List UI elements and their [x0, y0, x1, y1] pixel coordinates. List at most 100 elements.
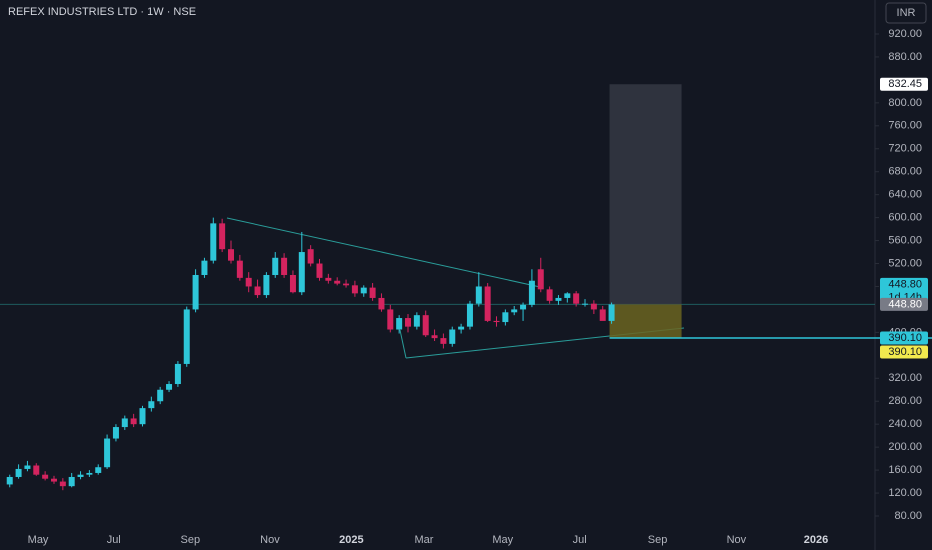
price-label: 390.10 — [888, 346, 922, 358]
candle-body — [555, 297, 562, 301]
candle-body — [95, 467, 102, 473]
x-tick-label: Mar — [414, 534, 433, 546]
candle-body — [405, 318, 412, 327]
candle-body — [431, 335, 438, 339]
candle-body — [396, 318, 403, 330]
candle-body — [422, 315, 429, 336]
candle-body — [564, 293, 571, 298]
candle-body — [104, 438, 111, 468]
candle-body — [351, 285, 358, 294]
candle-body — [334, 280, 341, 284]
candle-body — [254, 286, 261, 296]
candle-body — [77, 474, 84, 477]
candle-body — [166, 384, 173, 390]
x-tick-label: Sep — [648, 534, 668, 546]
candle-body — [112, 427, 119, 439]
candle-body — [582, 303, 589, 305]
candle-body — [183, 309, 190, 364]
y-tick-label: 640.00 — [888, 189, 922, 201]
candle-body — [272, 257, 279, 275]
candle-body — [608, 304, 615, 321]
candle-body — [590, 303, 597, 310]
candle-body — [68, 476, 75, 487]
y-tick-label: 760.00 — [888, 120, 922, 132]
candle-body — [15, 468, 22, 477]
candle-body — [484, 286, 491, 321]
x-tick-label: Nov — [260, 534, 280, 546]
candle-body — [520, 304, 527, 310]
y-tick-label: 120.00 — [888, 487, 922, 499]
price-label-bg — [880, 77, 928, 91]
y-tick-label: 680.00 — [888, 166, 922, 178]
x-tick-label: May — [492, 534, 513, 546]
y-tick-label: 200.00 — [888, 441, 922, 453]
candle-body — [201, 260, 208, 275]
trendline — [399, 329, 407, 359]
candle-body — [387, 309, 394, 330]
price-label-bg — [880, 331, 928, 345]
candle-body — [440, 338, 447, 344]
candle-body — [298, 252, 305, 293]
candle-body — [24, 465, 31, 469]
candle-body — [236, 260, 243, 278]
candle-body — [573, 293, 580, 304]
candle-body — [343, 283, 350, 286]
y-tick-label: 880.00 — [888, 51, 922, 63]
candle-body — [493, 320, 500, 323]
target-zone — [609, 84, 682, 305]
candle-body — [6, 476, 13, 485]
price-label: 448.80 — [888, 298, 922, 310]
price-label-bg — [880, 297, 928, 311]
candle-body — [139, 408, 146, 425]
y-tick-label: 320.00 — [888, 372, 922, 384]
candle-body — [458, 326, 465, 330]
x-tick-label: Jul — [107, 534, 121, 546]
price-label: 448.80 — [888, 278, 922, 290]
candle-body — [281, 257, 288, 275]
candle-body — [360, 287, 367, 294]
candle-body — [157, 389, 164, 402]
y-tick-label: 720.00 — [888, 143, 922, 155]
candle-body — [325, 277, 332, 281]
candle-body — [378, 297, 385, 310]
x-tick-label: 2025 — [339, 534, 363, 546]
y-tick-label: 560.00 — [888, 234, 922, 246]
candle-body — [528, 280, 535, 305]
currency-button[interactable] — [885, 2, 927, 24]
candle-body — [86, 472, 93, 475]
candle-body — [148, 401, 155, 409]
candle-body — [42, 474, 49, 479]
candle-body — [219, 223, 226, 250]
candle-body — [466, 303, 473, 327]
y-tick-label: 920.00 — [888, 28, 922, 40]
candle-body — [192, 275, 199, 310]
candle-body — [599, 309, 606, 321]
candle-body — [121, 418, 128, 428]
candle-body — [245, 277, 252, 287]
candle-body — [33, 465, 40, 475]
y-tick-label: 800.00 — [888, 97, 922, 109]
candle-body — [537, 269, 544, 290]
chart-title: REFEX INDUSTRIES LTD · 1W · NSE — [8, 6, 196, 18]
y-tick-label: 280.00 — [888, 395, 922, 407]
stop-zone — [609, 304, 682, 339]
price-label: 832.45 — [888, 78, 922, 90]
candle-body — [449, 329, 456, 344]
candle-body — [174, 363, 181, 385]
x-tick-label: Jul — [573, 534, 587, 546]
candle-body — [227, 249, 234, 261]
x-tick-label: 2026 — [804, 534, 828, 546]
y-tick-label: 240.00 — [888, 418, 922, 430]
trendline — [226, 217, 541, 288]
candle-body — [130, 418, 137, 425]
price-label-bg — [880, 277, 928, 304]
price-label-bg — [880, 345, 928, 359]
x-tick-label: Sep — [180, 534, 200, 546]
candle-body — [263, 275, 270, 296]
candle-body — [59, 481, 66, 487]
candle-body — [316, 263, 323, 278]
x-tick-label: Nov — [727, 534, 747, 546]
candle-body — [546, 289, 553, 301]
